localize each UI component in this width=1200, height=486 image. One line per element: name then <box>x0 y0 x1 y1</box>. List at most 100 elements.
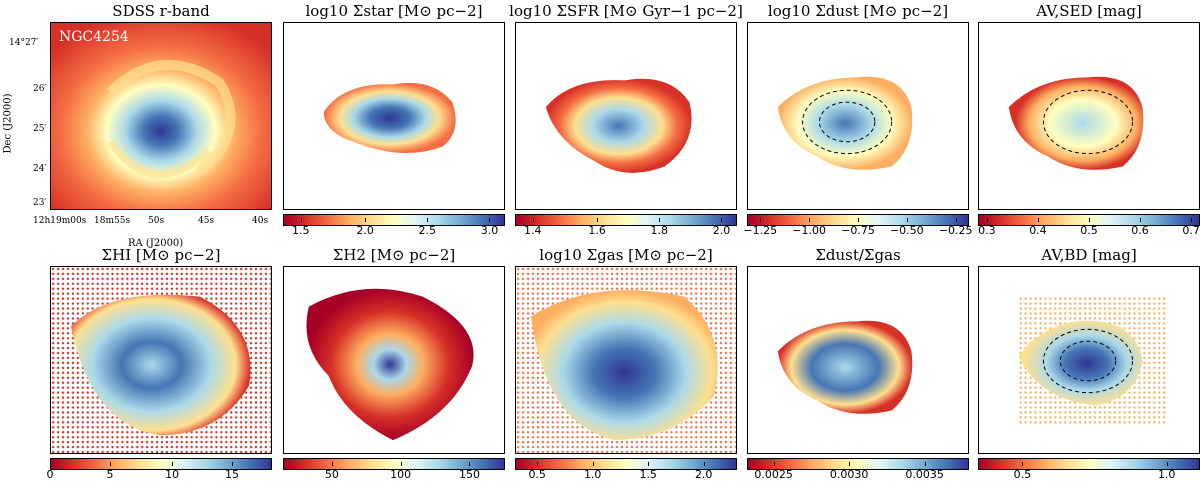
panel-av-bd: AV,BD [mag] <box>978 246 1200 470</box>
colorbar-tick-label: −0.25 <box>938 224 973 237</box>
ra-axis-label: RA (J2000) <box>128 238 184 249</box>
colorbar-tick-mark <box>1166 462 1168 466</box>
av-sed-map <box>978 22 1200 210</box>
panel-title: ΣH2 [M⊙ pc−2] <box>332 246 456 264</box>
colorbar-tick-label: 3.0 <box>480 224 499 237</box>
panel-title: ΣHI [M⊙ pc−2] <box>101 246 221 264</box>
colorbar-tick-mark <box>1140 218 1142 222</box>
colorbar <box>515 458 737 470</box>
colorbar-tick-mark <box>760 218 762 222</box>
ra-tick-55: 18m55s <box>94 216 131 226</box>
colorbar-tick-label: 0.7 <box>1182 224 1200 237</box>
colorbar-tick-mark <box>592 462 594 466</box>
panel-title: AV,BD [mag] <box>1041 246 1137 264</box>
colorbar-tick-label: 15 <box>225 468 240 481</box>
sigma-dust-map <box>747 22 969 210</box>
dec-axis-label: Dec (J2000) <box>2 93 14 154</box>
sigma-gas-map <box>515 266 737 454</box>
colorbar-tick-label: 1.5 <box>639 468 657 481</box>
colorbar-tick-mark <box>365 218 367 222</box>
colorbar-tick-label: 50 <box>324 468 339 481</box>
colorbar-tick-label: 0.0025 <box>754 468 793 481</box>
colorbar-tick-label: 1.5 <box>292 224 310 237</box>
dec-tick-25: 25′ <box>33 124 47 134</box>
panel-title: log10 Σdust [M⊙ pc−2] <box>767 2 949 20</box>
panel-dust-gas: Σdust/Σgas <box>747 246 969 470</box>
panel-title: AV,SED [mag] <box>1036 2 1142 20</box>
colorbar-tick-label: 2.0 <box>712 224 731 237</box>
colorbar-tick-label: −1.00 <box>792 224 827 237</box>
colorbar-tick-mark <box>849 462 851 466</box>
colorbar-tick-label: 5 <box>106 468 114 481</box>
dec-tick-24: 24′ <box>33 164 47 174</box>
panel-sigma-h2: ΣH2 [M⊙ pc−2] <box>283 246 505 470</box>
panel-title: log10 Σstar [M⊙ pc−2] <box>305 2 483 20</box>
colorbar-tick-label: 2.0 <box>356 224 374 237</box>
colorbar-tick-mark <box>109 462 111 466</box>
colorbar-tick-mark <box>400 462 402 466</box>
colorbar-tick-label: 0.5 <box>1013 468 1032 481</box>
colorbar <box>747 458 969 470</box>
colorbar-tick-mark <box>858 218 859 222</box>
colorbar-tick-label: 0.5 <box>1080 224 1098 237</box>
ra-tick-45: 45s <box>198 216 215 226</box>
colorbar-tick-label: 1.4 <box>524 224 542 237</box>
colorbar-tick-label: −1.25 <box>743 224 778 237</box>
colorbar-tick-label: 0.3 <box>978 224 996 237</box>
sigma-sfr-map <box>515 22 737 210</box>
colorbar-tick-mark <box>597 218 599 222</box>
ra-tick-40: 40s <box>252 216 269 226</box>
colorbar-tick-mark <box>489 218 491 222</box>
colorbar-tick-mark <box>537 462 539 466</box>
colorbar-tick-label: 1.0 <box>583 468 602 481</box>
colorbar-tick-mark <box>924 462 926 466</box>
panel-sigma-sfr: log10 ΣSFR [M⊙ Gyr−1 pc−2] <box>509 2 743 226</box>
colorbar-tick-mark <box>955 218 957 222</box>
colorbar-tick-label: 0.0035 <box>905 468 944 481</box>
colorbar-tick-mark <box>906 218 908 222</box>
panel-av-sed: AV,SED [mag] <box>978 2 1200 226</box>
panel-sdss: SDSS r-band NGC4254 <box>50 2 272 210</box>
colorbar-tick-mark <box>659 218 661 222</box>
dec-tick-23: 23′ <box>33 198 47 208</box>
panel-sigma-dust: log10 Σdust [M⊙ pc−2] <box>747 2 969 226</box>
ra-tick-50: 50s <box>148 216 165 226</box>
colorbar-tick-mark <box>721 218 723 222</box>
colorbar-tick-mark <box>50 462 51 466</box>
colorbar-tick-label: 2.5 <box>418 224 437 237</box>
panel-title: Σdust/Σgas <box>815 246 901 264</box>
panel-sigma-gas: log10 Σgas [M⊙ pc−2] <box>515 246 737 470</box>
colorbar <box>283 214 505 226</box>
sigma-hi-map <box>50 266 272 454</box>
colorbar-tick-label: 0.6 <box>1131 224 1149 237</box>
panel-title: log10 ΣSFR [M⊙ Gyr−1 pc−2] <box>509 2 743 20</box>
colorbar-tick-mark <box>331 462 333 466</box>
panel-title: log10 Σgas [M⊙ pc−2] <box>539 246 713 264</box>
colorbar-tick-label: 1.0 <box>1157 468 1176 481</box>
colorbar-tick-label: 100 <box>390 468 412 481</box>
panel-title: SDSS r-band <box>112 2 210 20</box>
ra-tick-00: 12h19m00s <box>33 216 87 226</box>
colorbar-tick-label: 150 <box>458 468 480 481</box>
colorbar-tick-label: 2.0 <box>694 468 713 481</box>
colorbar <box>515 214 737 226</box>
colorbar-tick-label: −0.50 <box>889 224 924 237</box>
dust-gas-map <box>747 266 969 454</box>
colorbar-tick-mark <box>986 218 988 222</box>
colorbar-tick-label: 0.4 <box>1029 224 1047 237</box>
colorbar <box>283 458 505 470</box>
av-bd-map <box>978 266 1200 454</box>
panel-sigma-hi: ΣHI [M⊙ pc−2] <box>50 246 272 470</box>
colorbar-tick-mark <box>232 462 234 466</box>
colorbar-tick-mark <box>1191 218 1193 222</box>
sigma-h2-map <box>283 266 505 454</box>
colorbar-tick-label: 0.0030 <box>829 468 869 481</box>
panel-sigma-star: log10 Σstar [M⊙ pc−2] <box>283 2 505 226</box>
sigma-star-map <box>283 22 505 210</box>
colorbar-tick-label: 0.5 <box>528 468 546 481</box>
colorbar-tick-mark <box>809 218 811 222</box>
galaxy-label: NGC4254 <box>59 29 129 45</box>
colorbar-tick-mark <box>469 462 471 466</box>
colorbar-tick-label: 0 <box>46 468 54 481</box>
sdss-image: NGC4254 <box>50 22 272 210</box>
